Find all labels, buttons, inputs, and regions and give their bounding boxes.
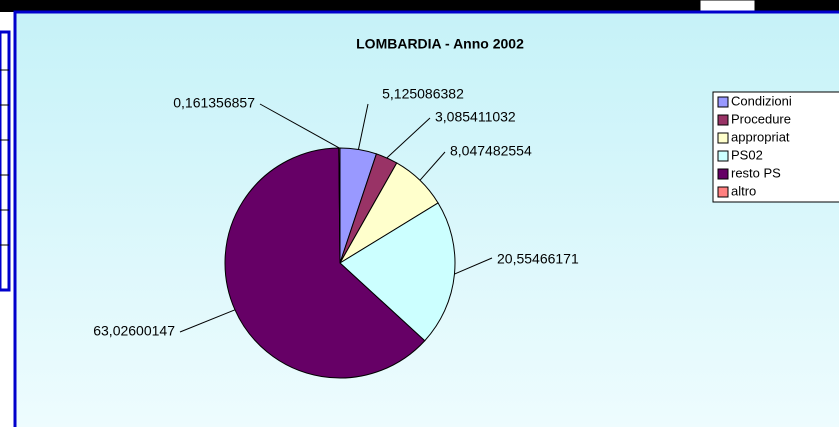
legend-label: PS02 xyxy=(731,147,763,162)
legend-label: Condizioni xyxy=(731,93,792,108)
leader-line xyxy=(419,151,446,181)
legend-label: resto PS xyxy=(731,165,781,180)
leader-line xyxy=(386,117,431,159)
data-label: 8,047482554 xyxy=(450,143,532,159)
legend-swatch xyxy=(717,150,729,162)
data-label: 20,55466171 xyxy=(497,251,579,267)
data-label: 3,085411032 xyxy=(435,109,516,125)
leader-line xyxy=(259,103,340,149)
data-label: 0,161356857 xyxy=(173,95,255,111)
legend-label: appropriat xyxy=(731,129,790,144)
leader-line xyxy=(179,309,236,333)
legend-label: Procedure xyxy=(731,111,791,126)
top-bar xyxy=(0,0,839,12)
chart-title: LOMBARDIA - Anno 2002 xyxy=(356,36,524,52)
legend-swatch xyxy=(717,168,729,180)
pie-slice xyxy=(224,147,426,379)
legend-swatch xyxy=(717,96,729,108)
legend-swatch xyxy=(717,186,729,198)
data-label: 5,125086382 xyxy=(382,86,464,102)
leader-line xyxy=(454,257,493,275)
side-panel xyxy=(0,30,11,292)
legend-label: altro xyxy=(731,183,756,198)
legend-swatch xyxy=(717,114,729,126)
legend-box xyxy=(712,91,839,203)
leader-line xyxy=(357,103,369,150)
data-label: 63,02600147 xyxy=(93,323,175,339)
top-cell xyxy=(699,0,756,13)
pie-slice xyxy=(339,202,456,342)
legend-swatch xyxy=(717,132,729,144)
